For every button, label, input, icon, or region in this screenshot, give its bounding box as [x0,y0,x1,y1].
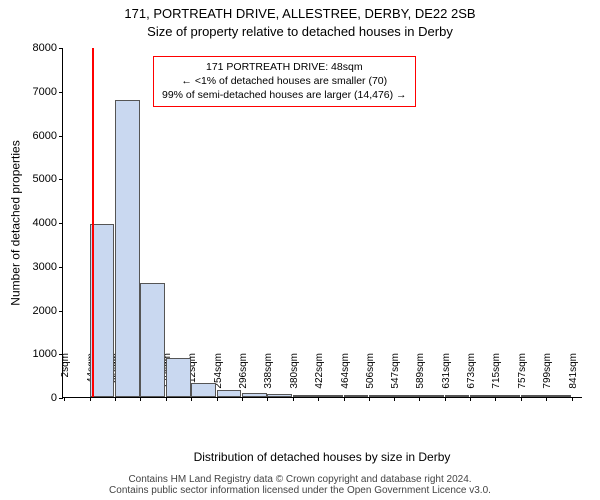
histogram-bar [394,395,419,397]
histogram-bar [521,395,546,397]
footer-attribution: Contains HM Land Registry data © Crown c… [0,474,600,496]
histogram-bar [318,395,343,397]
x-tick-label: 2sqm [60,353,71,401]
histogram-bar [470,395,495,397]
histogram-bar [242,393,267,397]
histogram-bar [267,394,292,397]
chart-title-line2: Size of property relative to detached ho… [0,24,600,39]
histogram-bar [191,383,216,397]
x-tick-label: 841sqm [568,353,579,401]
plot-area: 171 PORTREATH DRIVE: 48sqm ← <1% of deta… [62,48,582,398]
histogram-bar [445,395,470,397]
histogram-bar [419,395,444,397]
histogram-bar [166,358,191,397]
histogram-bar [140,283,165,397]
histogram-bar [115,100,140,398]
x-tick-label: 757sqm [517,353,528,401]
y-tick-mark [59,48,63,49]
y-tick-mark [59,223,63,224]
x-tick-label: 631sqm [441,353,452,401]
y-tick-mark [59,267,63,268]
y-tick-mark [59,92,63,93]
x-tick-label: 799sqm [542,353,553,401]
y-axis-label: Number of detached properties [8,48,24,398]
histogram-bar [495,395,520,397]
histogram-bar [217,390,242,397]
annotation-line-3: 99% of semi-detached houses are larger (… [162,88,407,102]
histogram-bar [293,395,318,397]
x-tick-label: 589sqm [415,353,426,401]
property-marker-line [92,48,94,397]
annotation-line-1: 171 PORTREATH DRIVE: 48sqm [162,60,407,74]
x-tick-label: 464sqm [340,353,351,401]
x-tick-label: 506sqm [365,353,376,401]
annotation-box: 171 PORTREATH DRIVE: 48sqm ← <1% of deta… [153,56,416,107]
x-tick-label: 715sqm [491,353,502,401]
x-tick-label: 422sqm [314,353,325,401]
histogram-bar [369,395,394,397]
x-tick-label: 673sqm [466,353,477,401]
x-tick-label: 547sqm [390,353,401,401]
annotation-line-2: ← <1% of detached houses are smaller (70… [162,74,407,88]
chart-container: 171, PORTREATH DRIVE, ALLESTREE, DERBY, … [0,0,600,500]
x-axis-label: Distribution of detached houses by size … [62,450,582,464]
y-tick-mark [59,136,63,137]
histogram-bar [546,395,571,397]
y-tick-mark [59,179,63,180]
chart-title-line1: 171, PORTREATH DRIVE, ALLESTREE, DERBY, … [0,6,600,21]
histogram-bar [344,395,369,397]
y-tick-mark [59,311,63,312]
